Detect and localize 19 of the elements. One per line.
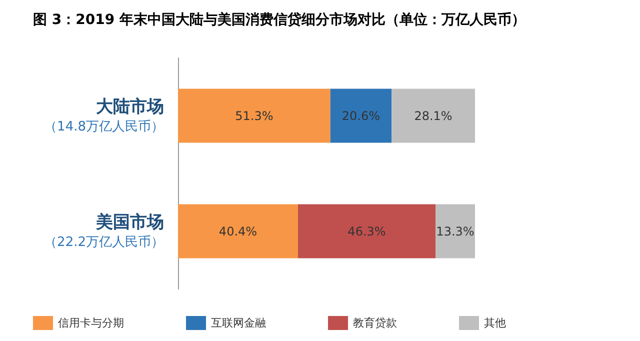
legend-label: 互联网金融 bbox=[211, 316, 266, 330]
bar bbox=[330, 88, 392, 143]
data-label: 51.3% bbox=[235, 108, 274, 123]
bar bbox=[392, 88, 475, 143]
legend-label: 教育贷款 bbox=[353, 316, 397, 330]
data-label: 20.6% bbox=[342, 108, 380, 123]
bar bbox=[178, 88, 330, 143]
data-label: 46.3% bbox=[348, 224, 386, 238]
y-tick-label: 美国市场（22.2万亿人民币） bbox=[44, 212, 164, 250]
data-label: 13.3% bbox=[436, 224, 474, 238]
bar bbox=[436, 204, 475, 258]
data-label: 28.1% bbox=[414, 108, 452, 123]
chart-title: 图 3：2019 年末中国大陆与美国消费信贷细分市场对比（单位：万亿人民币） bbox=[33, 11, 526, 28]
data-label: 40.4% bbox=[218, 224, 258, 238]
bar bbox=[298, 204, 436, 258]
legend-label: 其他 bbox=[484, 316, 506, 330]
legend-label: 信用卡与分期 bbox=[58, 316, 124, 330]
y-tick-label: 大陆市场（14.8万亿人民币） bbox=[44, 96, 164, 134]
bar bbox=[178, 204, 298, 258]
